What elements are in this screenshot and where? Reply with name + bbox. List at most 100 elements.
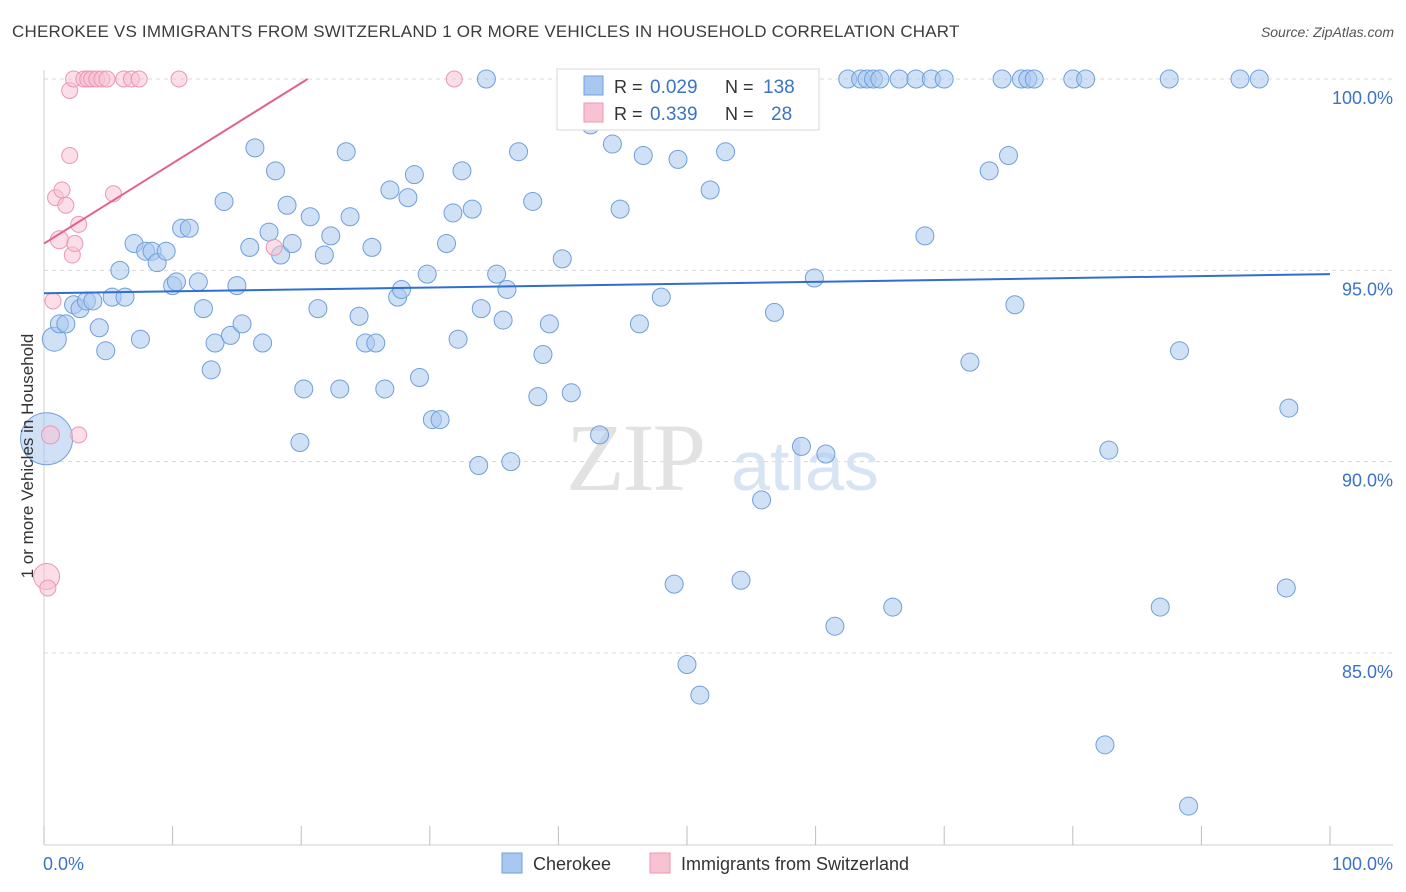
cherokee-point bbox=[476, 69, 496, 89]
cherokee-point bbox=[700, 180, 720, 200]
cherokee-points bbox=[20, 69, 1299, 816]
cherokee-point bbox=[220, 325, 240, 345]
cherokee-point bbox=[245, 138, 265, 158]
cherokee-point bbox=[992, 69, 1012, 89]
trend-lines bbox=[43, 78, 1331, 295]
cherokee-point bbox=[471, 299, 491, 319]
cherokee-point bbox=[716, 142, 736, 162]
stats-legend: R = 0.029 N = 138 R = 0.339 N = 28 bbox=[556, 68, 820, 131]
cherokee-point bbox=[430, 410, 450, 430]
cherokee-point bbox=[487, 264, 507, 284]
cherokee-point bbox=[362, 237, 382, 257]
cherokee-point bbox=[349, 306, 369, 326]
swiss-point bbox=[170, 70, 188, 88]
cherokee-point bbox=[1099, 440, 1119, 460]
swiss-point bbox=[57, 196, 75, 214]
cherokee-point bbox=[752, 490, 772, 510]
cherokee-point bbox=[265, 161, 285, 181]
cherokee-point bbox=[336, 142, 356, 162]
cherokee-point bbox=[452, 161, 472, 181]
cherokee-point bbox=[1095, 735, 1115, 755]
cherokee-point bbox=[340, 207, 360, 227]
cherokee-point bbox=[825, 616, 845, 636]
cherokee-point bbox=[404, 165, 424, 185]
legend-label-swiss: Immigrants from Switzerland bbox=[681, 854, 909, 874]
cherokee-point bbox=[1005, 295, 1025, 315]
legend-swatch-swiss bbox=[649, 852, 671, 874]
cherokee-point bbox=[253, 333, 273, 353]
stats-r-value-1: 0.029 bbox=[650, 77, 698, 98]
swiss-point bbox=[70, 426, 88, 444]
swiss-trend-line bbox=[43, 78, 309, 245]
cherokee-point bbox=[960, 352, 980, 372]
cherokee-point bbox=[1170, 341, 1190, 361]
cherokee-point bbox=[410, 367, 430, 387]
x-tick-label-left: 0.0% bbox=[43, 854, 84, 874]
legend-swatch-cherokee bbox=[501, 852, 523, 874]
cherokee-point bbox=[690, 685, 710, 705]
cherokee-point bbox=[915, 226, 935, 246]
cherokee-point bbox=[443, 203, 463, 223]
swiss-points bbox=[33, 70, 463, 597]
stats-r-label-1: R = bbox=[614, 77, 643, 97]
cherokee-point bbox=[804, 268, 824, 288]
cherokee-point bbox=[668, 149, 688, 169]
cherokee-point bbox=[462, 199, 482, 219]
cherokee-point bbox=[497, 279, 517, 299]
cherokee-point bbox=[664, 574, 684, 594]
cherokee-point bbox=[188, 272, 208, 292]
stats-legend-swatch-blue bbox=[583, 75, 604, 96]
cherokee-point bbox=[56, 314, 76, 334]
cherokee-point bbox=[259, 222, 279, 242]
series-legend: Cherokee Immigrants from Switzerland bbox=[501, 852, 909, 874]
cherokee-point bbox=[561, 383, 581, 403]
cherokee-point bbox=[277, 195, 297, 215]
stats-r-value-2: 0.339 bbox=[650, 104, 698, 125]
cherokee-point bbox=[240, 237, 260, 257]
cherokee-point bbox=[493, 310, 513, 330]
cherokee-point bbox=[602, 134, 622, 154]
cherokee-point bbox=[96, 341, 116, 361]
cherokee-point bbox=[321, 226, 341, 246]
cherokee-point bbox=[731, 570, 751, 590]
swiss-point bbox=[130, 70, 148, 88]
cherokee-point bbox=[330, 379, 350, 399]
cherokee-point bbox=[764, 302, 784, 322]
cherokee-point bbox=[651, 287, 671, 307]
cherokee-point bbox=[870, 69, 890, 89]
cherokee-point bbox=[1159, 69, 1179, 89]
cherokee-point bbox=[539, 314, 559, 334]
cherokee-point bbox=[290, 433, 310, 453]
swiss-point bbox=[40, 425, 60, 445]
cherokee-point bbox=[214, 191, 234, 211]
swiss-point bbox=[61, 147, 79, 165]
cherokee-point bbox=[501, 452, 521, 472]
cherokee-point bbox=[282, 234, 302, 254]
cherokee-point bbox=[308, 299, 328, 319]
cherokee-point bbox=[110, 260, 130, 280]
cherokee-point bbox=[232, 314, 252, 334]
cherokee-point bbox=[791, 436, 811, 456]
swiss-point bbox=[265, 238, 283, 256]
cherokee-point bbox=[533, 345, 553, 365]
cherokee-trend-line bbox=[43, 273, 1331, 295]
watermark-zip: ZIP bbox=[566, 404, 704, 511]
cherokee-point bbox=[523, 191, 543, 211]
cherokee-point bbox=[392, 279, 412, 299]
cherokee-point bbox=[1276, 578, 1296, 598]
cherokee-point bbox=[1076, 69, 1096, 89]
y-tick-label: 90.0% bbox=[1342, 471, 1393, 491]
chart-title: CHEROKEE VS IMMIGRANTS FROM SWITZERLAND … bbox=[12, 22, 960, 41]
cherokee-point bbox=[448, 329, 468, 349]
y-tick-label: 95.0% bbox=[1342, 279, 1393, 299]
cherokee-point bbox=[294, 379, 314, 399]
stats-n-label-2: N = bbox=[725, 104, 754, 124]
stats-n-value-1: 138 bbox=[763, 77, 795, 98]
cherokee-point bbox=[1279, 398, 1299, 418]
cherokee-point bbox=[1024, 69, 1044, 89]
cherokee-point bbox=[380, 180, 400, 200]
cherokee-point bbox=[552, 249, 572, 269]
y-tick-label: 100.0% bbox=[1332, 88, 1393, 108]
cherokee-point bbox=[205, 333, 225, 353]
